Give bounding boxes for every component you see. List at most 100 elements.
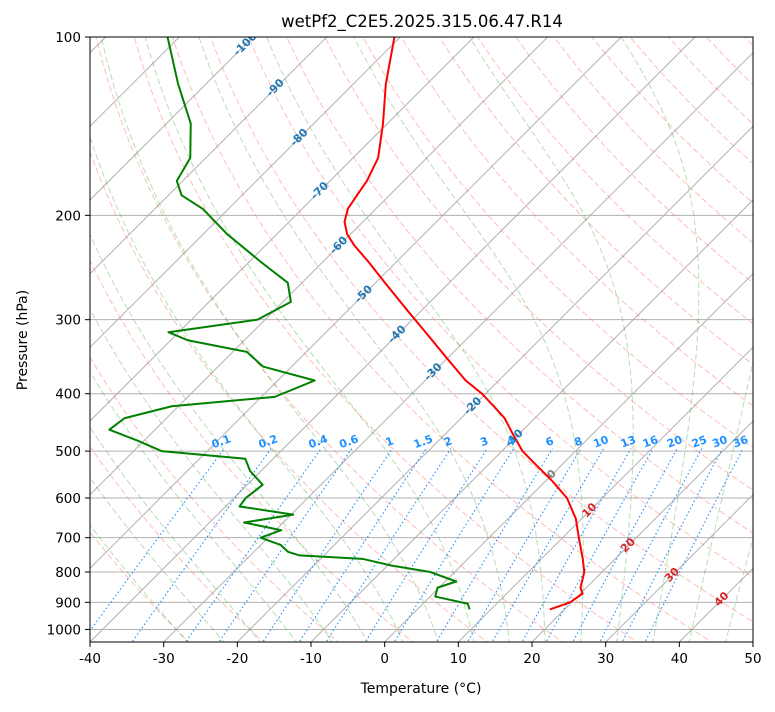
dry-adiabat: [90, 150, 489, 642]
dry-adiabat: [400, 37, 753, 407]
mixing-ratio-line: [621, 448, 723, 642]
mixing-ratio-label: 1.5: [412, 432, 435, 451]
mixing-ratio-label: 2: [442, 434, 454, 449]
y-tick-label: 600: [55, 491, 81, 507]
dry-adiabat: [248, 37, 753, 578]
x-tick-label: -20: [226, 651, 248, 667]
mixing-ratio-label: 10: [592, 433, 611, 451]
temperature-profile: [343, 37, 586, 611]
isotherm-line: [457, 346, 753, 642]
x-tick-label: 0: [380, 651, 389, 667]
y-axis-label: Pressure (hPa): [15, 290, 31, 390]
mixing-ratio-line: [364, 448, 488, 642]
x-tick-label: 30: [597, 651, 614, 667]
moist-adiabat: [353, 37, 584, 642]
x-tick-label: -30: [153, 651, 175, 667]
isotherm-line: [90, 37, 696, 642]
mixing-ratio-label: 1: [384, 434, 396, 449]
mixing-ratio-line: [262, 448, 393, 642]
mixing-ratio-label: 0.2: [257, 432, 280, 451]
isotherm-line: [604, 493, 753, 642]
isotherm-line: [90, 37, 549, 496]
mixing-ratio-label: 25: [690, 433, 709, 450]
moist-adiabat: [688, 358, 753, 642]
dry-adiabat: [133, 37, 638, 642]
mixing-ratio-label: 6: [544, 434, 556, 449]
isotherm-line: [162, 51, 753, 642]
isotherm-line: [90, 37, 623, 570]
mixing-ratio-line: [393, 448, 515, 642]
y-tick-label: 1000: [47, 622, 81, 638]
moist-adiabat: [90, 426, 261, 642]
dewpoint-profile: [108, 37, 471, 610]
dry-adiabat: [515, 37, 753, 284]
mixing-ratio-label: 8: [572, 434, 584, 449]
mixing-ratio-label: 16: [641, 433, 660, 451]
y-tick-label: 900: [55, 595, 81, 611]
dry-adiabat: [324, 37, 753, 491]
mixing-ratio-label: 3: [478, 434, 490, 449]
mixing-ratio-line: [435, 448, 553, 642]
x-tick-label: 40: [671, 651, 688, 667]
x-axis-label: Temperature (°C): [360, 681, 482, 697]
mixing-ratio-line: [218, 448, 353, 642]
mixing-ratio-line: [185, 448, 322, 642]
dry-adiabat: [209, 37, 753, 623]
plot-frame: [89, 36, 754, 643]
moist-adiabat: [90, 524, 188, 642]
moist-adiabat: [100, 37, 439, 642]
mixing-ratio-line: [298, 448, 427, 642]
dry-adiabat: [90, 259, 414, 642]
mixing-ratio-label: 4: [505, 434, 517, 449]
moist-adiabat: [198, 37, 510, 642]
y-tick-label: 400: [55, 387, 81, 403]
mixing-ratio-lines: [90, 448, 744, 642]
mixing-ratio-line: [545, 448, 654, 642]
moist-adiabat: [90, 135, 404, 642]
dry-adiabats: [90, 37, 753, 642]
mixing-ratio-label: 0.4: [307, 432, 330, 451]
y-tick-label: 100: [55, 30, 81, 46]
y-tick-label: 800: [55, 565, 81, 581]
moist-adiabat: [90, 308, 333, 642]
dry-adiabat: [171, 37, 713, 642]
moist-adiabat: [90, 476, 225, 642]
sounding-profiles: [108, 37, 586, 611]
y-tick-label: 300: [55, 313, 81, 329]
mixing-ratio-label: 0.6: [338, 432, 361, 451]
dry-adiabat: [90, 356, 339, 642]
isotherm-line: [310, 199, 753, 642]
isotherm-line: [90, 37, 254, 201]
isobar-grid: [90, 37, 753, 630]
dry-adiabat: [286, 37, 753, 534]
isotherm-line: [90, 37, 402, 349]
moist-adiabats: [90, 37, 753, 642]
plot-area: -100-90-80-70-60-50-40-30-20-10010203040…: [90, 37, 753, 642]
y-tick-label: 200: [55, 208, 81, 224]
x-axis: -40 -30 -20 -10 0 10 20 30 40 50: [79, 642, 762, 667]
x-tick-label: -10: [300, 651, 322, 667]
moist-adiabat: [266, 37, 546, 642]
y-axis: 100 200 300 400 500 600 700 800 900 1000: [47, 30, 90, 638]
mixing-ratio-label: 30: [710, 433, 729, 451]
moist-adiabat: [144, 37, 475, 642]
isotherm-line: [236, 125, 753, 642]
moist-adiabat: [620, 37, 700, 642]
moist-adiabat: [469, 37, 634, 642]
mixing-ratio-label: 20: [665, 433, 684, 451]
mixing-ratio-line: [521, 448, 632, 642]
mixing-ratio-label: 13: [619, 433, 638, 450]
isotherm-line: [383, 272, 753, 642]
mixing-ratio-line: [131, 448, 272, 642]
mixing-ratio-line: [325, 448, 452, 642]
moist-adiabat: [90, 233, 369, 642]
x-tick-label: -40: [79, 651, 101, 667]
mixing-ratio-line: [644, 448, 744, 642]
chart-title: wetPf2_C2E5.2025.315.06.47.R14: [281, 12, 563, 32]
mixing-ratio-label: 0.1: [210, 432, 233, 451]
isotherm-line: [90, 37, 328, 275]
mixing-ratio-label: 36: [731, 433, 750, 451]
x-tick-label: 20: [523, 651, 540, 667]
